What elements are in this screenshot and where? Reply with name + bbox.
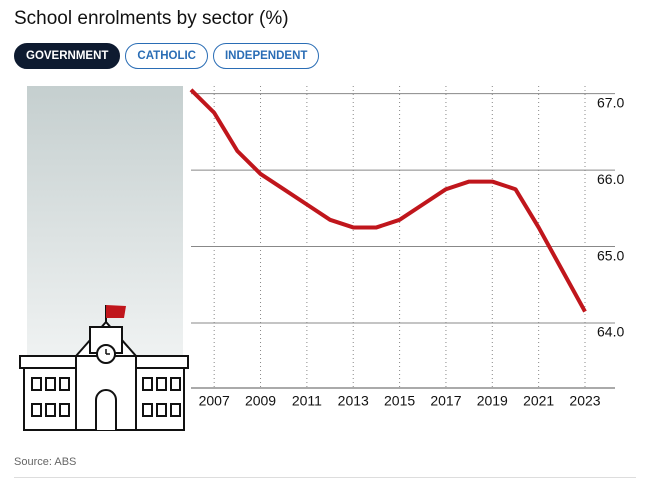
y-tick-label: 65.0	[597, 247, 624, 263]
data-line	[189, 88, 587, 313]
x-tick-label: 2007	[199, 393, 230, 409]
chart-title: School enrolments by sector (%)	[14, 8, 289, 29]
source: Source: ABS	[14, 456, 77, 468]
tab[interactable]: GOVERNMENT	[14, 43, 121, 69]
y-tick-label: 66.0	[597, 171, 624, 187]
x-tick-label: 2013	[338, 393, 369, 409]
x-tick-label: 2023	[569, 393, 600, 409]
y-tick-label: 67.0	[597, 94, 624, 110]
x-tick-label: 2009	[245, 393, 276, 409]
chart: 64.0 65.0 66.0 67.0 2007 2009 2011 2013 2015 2017…	[19, 86, 624, 431]
divider	[14, 477, 636, 478]
tab[interactable]: INDEPENDENT	[212, 43, 320, 69]
x-tick-label: 2011	[292, 393, 322, 409]
y-tick-label: 64.0	[597, 324, 624, 340]
tab-bar: GOVERNMENT CATHOLIC INDEPENDENT	[14, 43, 320, 69]
x-tick-label: 2021	[523, 393, 554, 409]
tab[interactable]: CATHOLIC	[125, 43, 208, 69]
x-tick-label: 2017	[430, 393, 461, 409]
x-tick-label: 2019	[477, 393, 508, 409]
x-tick-label: 2015	[384, 393, 415, 409]
illustration	[19, 86, 189, 431]
